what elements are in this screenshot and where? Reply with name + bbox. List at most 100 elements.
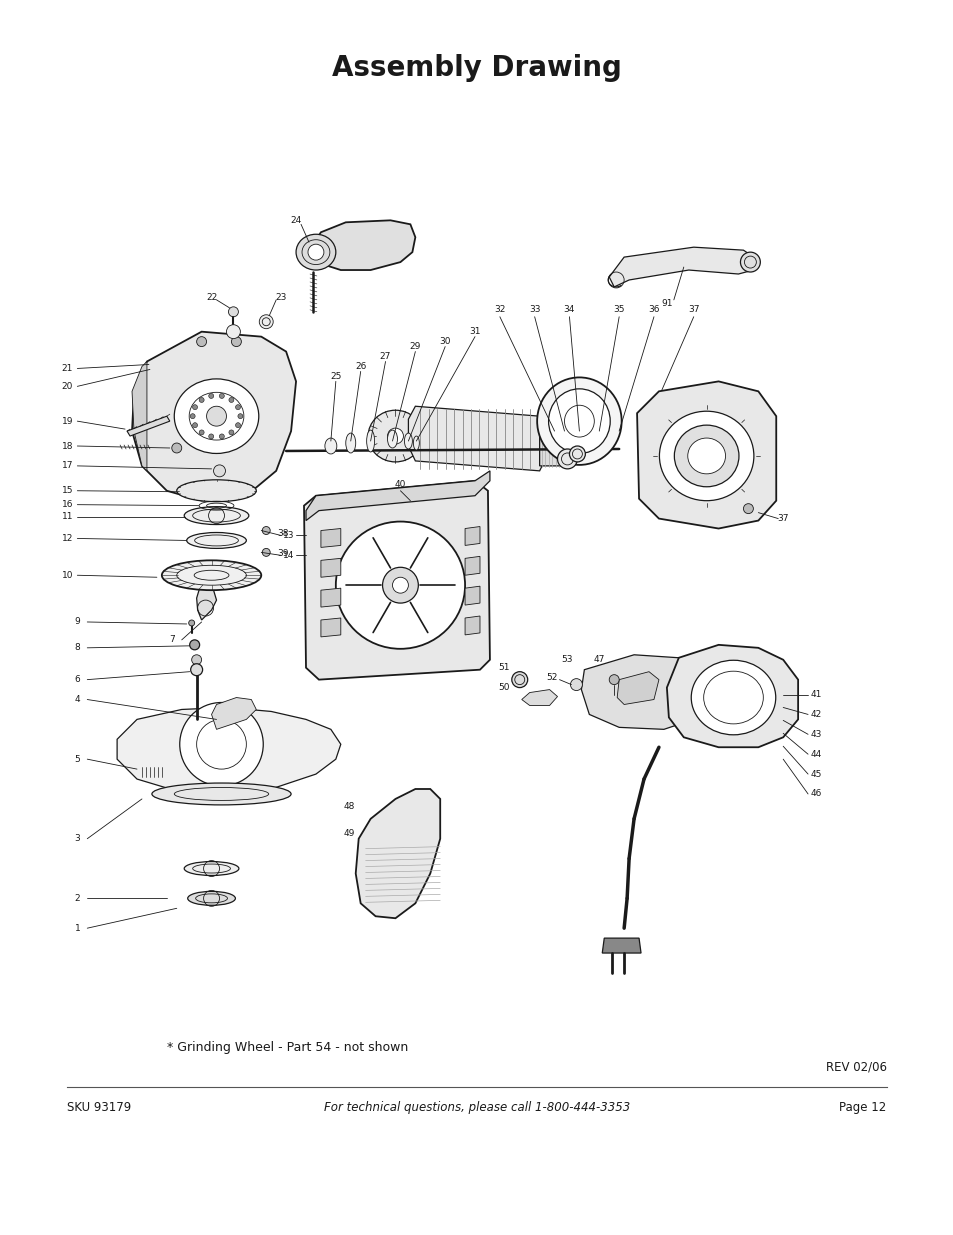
Circle shape (199, 430, 204, 435)
Circle shape (193, 405, 197, 410)
Circle shape (387, 429, 403, 445)
Ellipse shape (184, 862, 238, 876)
Ellipse shape (548, 389, 610, 453)
Polygon shape (320, 588, 340, 608)
Circle shape (740, 252, 760, 272)
Text: 91: 91 (660, 299, 672, 309)
Ellipse shape (295, 235, 335, 270)
Ellipse shape (674, 425, 739, 487)
Circle shape (191, 663, 202, 676)
Circle shape (193, 422, 197, 427)
Text: 30: 30 (439, 337, 451, 346)
Polygon shape (464, 526, 479, 546)
Text: 16: 16 (62, 500, 73, 509)
Polygon shape (212, 698, 256, 730)
Circle shape (392, 577, 408, 593)
Text: 51: 51 (497, 663, 509, 672)
Text: 52: 52 (545, 673, 557, 682)
Polygon shape (408, 406, 544, 471)
Text: 1: 1 (74, 924, 80, 932)
Text: 18: 18 (62, 441, 73, 451)
Ellipse shape (387, 430, 397, 448)
Polygon shape (637, 382, 776, 529)
Text: 14: 14 (283, 551, 294, 559)
Text: 41: 41 (809, 690, 821, 699)
Circle shape (237, 414, 243, 419)
Polygon shape (311, 220, 415, 270)
Polygon shape (132, 332, 295, 500)
Circle shape (511, 672, 527, 688)
Circle shape (308, 245, 324, 261)
Polygon shape (609, 247, 758, 287)
Circle shape (190, 640, 199, 650)
Polygon shape (196, 585, 216, 620)
Ellipse shape (366, 430, 375, 452)
Text: 46: 46 (809, 789, 821, 799)
Ellipse shape (368, 410, 422, 462)
Text: 37: 37 (687, 305, 699, 314)
Text: 31: 31 (469, 327, 480, 336)
Text: 29: 29 (409, 342, 420, 351)
Circle shape (742, 504, 753, 514)
Text: 27: 27 (379, 352, 391, 361)
Ellipse shape (174, 379, 258, 453)
Ellipse shape (345, 433, 355, 453)
Circle shape (196, 337, 207, 347)
Text: Page 12: Page 12 (839, 1100, 885, 1114)
Circle shape (229, 398, 233, 403)
Text: 15: 15 (62, 487, 73, 495)
Circle shape (262, 526, 270, 535)
Polygon shape (580, 655, 703, 730)
Circle shape (226, 325, 240, 338)
Text: 19: 19 (62, 416, 73, 426)
Circle shape (179, 703, 263, 785)
Polygon shape (320, 529, 340, 547)
Text: 48: 48 (343, 803, 355, 811)
Polygon shape (127, 416, 170, 436)
Ellipse shape (184, 506, 249, 525)
Circle shape (189, 620, 194, 626)
Text: For technical questions, please call 1-800-444-3353: For technical questions, please call 1-8… (323, 1100, 630, 1114)
Ellipse shape (325, 438, 336, 454)
Circle shape (232, 337, 241, 347)
Text: 42: 42 (809, 710, 821, 719)
Circle shape (570, 679, 581, 690)
Circle shape (229, 430, 233, 435)
Text: 50: 50 (497, 683, 509, 692)
Circle shape (235, 422, 240, 427)
Text: 38: 38 (277, 529, 289, 538)
Text: Assembly Drawing: Assembly Drawing (332, 54, 621, 83)
Text: 25: 25 (330, 372, 341, 380)
Circle shape (190, 414, 195, 419)
Circle shape (557, 450, 577, 469)
Polygon shape (320, 618, 340, 637)
Circle shape (228, 306, 238, 316)
Circle shape (259, 315, 273, 329)
Ellipse shape (691, 661, 775, 735)
Ellipse shape (537, 378, 621, 464)
Polygon shape (355, 789, 439, 919)
Circle shape (207, 406, 226, 426)
Circle shape (382, 567, 418, 603)
Text: 8: 8 (74, 643, 80, 652)
Circle shape (235, 405, 240, 410)
Circle shape (192, 655, 201, 664)
Text: 53: 53 (561, 656, 573, 664)
Circle shape (209, 394, 213, 399)
Polygon shape (132, 362, 147, 471)
Ellipse shape (188, 892, 235, 905)
Text: 45: 45 (809, 769, 821, 778)
Polygon shape (666, 645, 798, 747)
Circle shape (219, 433, 224, 438)
Polygon shape (464, 556, 479, 576)
Text: 7: 7 (169, 635, 174, 645)
Ellipse shape (687, 438, 725, 474)
Polygon shape (306, 471, 490, 521)
Circle shape (609, 674, 618, 684)
Polygon shape (304, 480, 490, 679)
Polygon shape (464, 616, 479, 635)
Circle shape (213, 464, 225, 477)
Polygon shape (464, 587, 479, 605)
Ellipse shape (187, 532, 246, 548)
Text: 12: 12 (62, 534, 73, 543)
